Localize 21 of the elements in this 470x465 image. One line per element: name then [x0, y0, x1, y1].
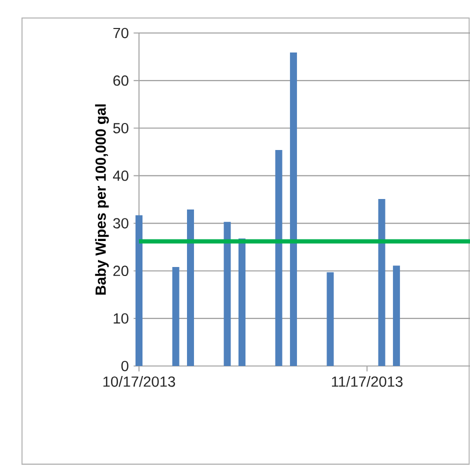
- bar: [172, 267, 180, 366]
- bar: [326, 272, 334, 366]
- bar: [275, 150, 282, 366]
- y-tick-label: 60: [113, 75, 128, 86]
- bar: [224, 222, 231, 366]
- y-tick-label: 50: [113, 122, 128, 134]
- x-tick-label: 10/17/2013: [103, 376, 176, 387]
- y-axis-title: Baby Wipes per 100,000 gal: [95, 104, 109, 295]
- bar: [136, 215, 142, 366]
- x-tick-label: 11/17/2013: [332, 376, 403, 387]
- y-tick-label: 40: [112, 170, 128, 181]
- bar: [187, 209, 194, 366]
- y-tick-label: 70: [113, 28, 128, 38]
- bar: [378, 199, 386, 366]
- y-tick-label: 20: [113, 266, 128, 276]
- bar: [290, 52, 297, 366]
- y-tick-label: 10: [114, 313, 128, 324]
- y-tick-label: 30: [113, 218, 128, 228]
- y-tick-label: 0: [121, 360, 128, 372]
- bar: [238, 238, 246, 366]
- bar: [392, 266, 400, 366]
